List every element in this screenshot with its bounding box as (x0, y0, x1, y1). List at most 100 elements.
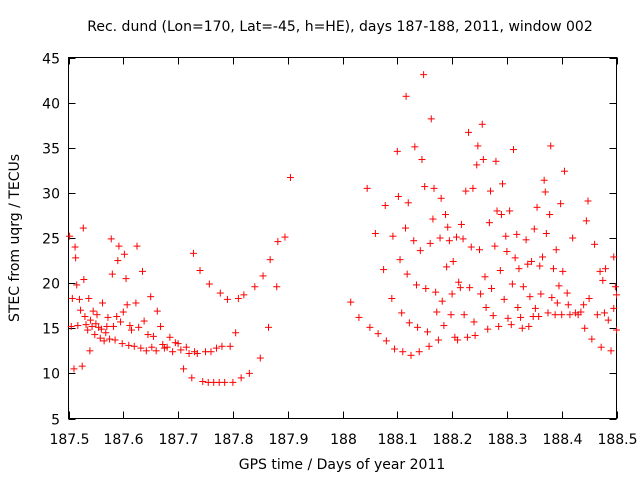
data-point (140, 317, 148, 325)
data-point (517, 313, 525, 321)
x-tick-label: 188.3 (487, 432, 527, 448)
data-point (407, 351, 415, 359)
data-point (463, 333, 471, 341)
data-point (77, 306, 85, 314)
data-point (125, 341, 133, 349)
data-point (399, 348, 407, 356)
data-point (541, 188, 549, 196)
y-tick-label: 35 (42, 142, 60, 158)
data-point (402, 224, 410, 232)
data-point (559, 267, 567, 275)
data-point (91, 331, 99, 339)
data-point (474, 142, 482, 150)
y-tick-label: 15 (42, 322, 60, 338)
data-point (496, 266, 504, 274)
data-point (118, 340, 126, 348)
x-tick-label: 187.8 (213, 432, 253, 448)
data-point (256, 354, 264, 362)
data-point (584, 197, 592, 205)
data-point (120, 250, 128, 258)
data-point (97, 325, 105, 333)
data-point (566, 311, 574, 319)
data-point (371, 229, 379, 237)
data-point (465, 128, 473, 136)
data-point (137, 344, 145, 352)
data-point (548, 294, 556, 302)
data-point (528, 257, 536, 265)
y-tick-labels: 5 10 15 20 25 30 35 40 45 (42, 52, 60, 429)
data-point (522, 236, 530, 244)
data-point (495, 322, 503, 330)
y-tick-label: 10 (42, 367, 60, 383)
data-point (602, 265, 610, 273)
data-point (122, 275, 130, 283)
data-point (454, 336, 462, 344)
data-point (530, 225, 538, 233)
data-point (581, 324, 589, 332)
data-point (467, 243, 475, 251)
data-point (434, 336, 442, 344)
data-point (265, 323, 273, 331)
data-point (470, 318, 478, 326)
data-point (526, 293, 534, 301)
data-point (75, 295, 83, 303)
x-tick-label: 188.1 (377, 432, 417, 448)
data-point (207, 348, 215, 356)
data-point (448, 290, 456, 298)
data-point (234, 294, 242, 302)
data-point (442, 211, 450, 219)
y-tick-label: 5 (51, 413, 60, 429)
data-point (482, 303, 490, 311)
x-tick-label: 188.2 (432, 432, 472, 448)
data-point (544, 309, 552, 317)
data-point (229, 378, 237, 386)
data-point (560, 167, 568, 175)
data-point (477, 290, 485, 298)
data-point (72, 254, 80, 262)
data-point (542, 229, 550, 237)
data-point (259, 272, 267, 280)
data-point (71, 243, 79, 251)
data-point (447, 311, 455, 319)
data-point (481, 273, 489, 281)
data-point (174, 340, 182, 348)
x-tick-labels: 187.5 187.6 187.7 187.8 187.9 188 188.1 188.2 18… (49, 432, 637, 448)
data-point (180, 365, 188, 373)
data-point (471, 331, 479, 339)
y-tick-label: 40 (42, 97, 60, 113)
data-point (153, 307, 161, 315)
data-point (103, 322, 111, 330)
data-point (580, 301, 588, 309)
y-axis-label: STEC from uqrg / TECUs (7, 154, 23, 322)
data-point (66, 232, 74, 240)
data-point (438, 297, 446, 305)
data-point (500, 295, 508, 303)
data-point (416, 247, 424, 255)
data-point (182, 343, 190, 351)
data-point (456, 284, 464, 292)
data-point (591, 240, 599, 248)
data-point (109, 322, 117, 330)
data-point (558, 311, 566, 319)
data-point (462, 187, 470, 195)
data-point (88, 322, 96, 330)
data-point (507, 321, 515, 329)
data-point (80, 276, 88, 284)
data-point (374, 330, 382, 338)
data-point (613, 326, 620, 334)
data-point (188, 374, 196, 382)
data-point (126, 322, 134, 330)
data-point (457, 220, 465, 228)
data-point (273, 283, 281, 291)
data-point (189, 249, 197, 257)
data-point (599, 276, 607, 284)
data-point (563, 289, 571, 297)
x-tick-label: 188.5 (597, 432, 637, 448)
data-point (240, 291, 248, 299)
y-tick-label: 25 (42, 232, 60, 248)
data-point (396, 256, 404, 264)
data-point (600, 309, 608, 317)
data-point (597, 343, 605, 351)
data-point (596, 267, 604, 275)
